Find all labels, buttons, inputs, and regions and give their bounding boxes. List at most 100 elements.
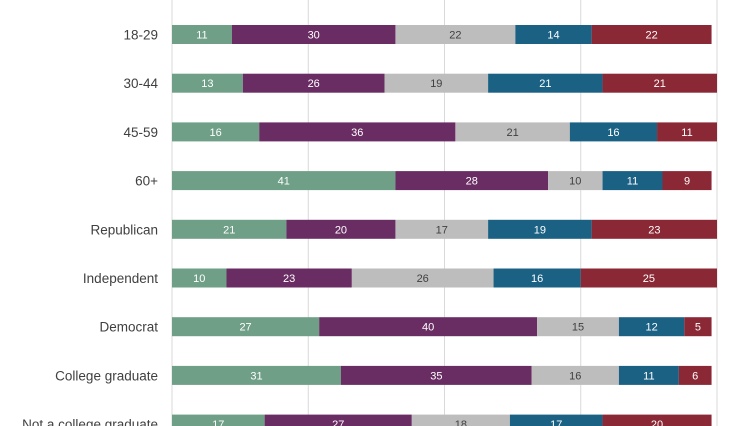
category-label: 18-29: [123, 28, 158, 43]
data-label: 16: [209, 127, 221, 139]
data-label: 11: [627, 176, 638, 188]
bar-segment: [618, 317, 685, 337]
bar-segment: [537, 317, 619, 337]
bar-segment: [591, 219, 717, 239]
bar-segment: [515, 25, 592, 44]
bar-segment: [602, 171, 663, 191]
bar-segment: [580, 268, 717, 288]
data-label: 18: [455, 419, 467, 426]
data-label: 25: [643, 273, 655, 285]
bar-segment: [172, 268, 227, 288]
bar-segment: [172, 122, 260, 142]
data-label: 17: [212, 419, 224, 426]
data-label: 21: [654, 78, 666, 90]
bar-segment: [259, 122, 456, 142]
bar-segment: [548, 171, 603, 191]
bar-segment: [569, 122, 658, 142]
category-label: 30-44: [123, 76, 158, 91]
bar-segment: [488, 73, 603, 93]
data-label: 17: [436, 224, 448, 236]
category-labels: 18-29 30-44 45-59 60+ Republican Independent D…: [22, 28, 158, 426]
category-label: Not a college graduate: [22, 417, 158, 426]
data-label: 30: [308, 30, 320, 42]
data-label: 28: [466, 176, 478, 188]
data-label: 10: [193, 273, 205, 285]
data-label: 20: [335, 224, 347, 236]
category-label: Democrat: [99, 320, 158, 335]
category-label: Republican: [90, 222, 158, 237]
data-label: 21: [507, 127, 519, 139]
data-label: 23: [283, 273, 295, 285]
data-label: 17: [550, 419, 562, 426]
data-label: 26: [417, 273, 429, 285]
data-label: 15: [572, 322, 584, 334]
bar-segment: [531, 365, 619, 385]
data-label: 11: [681, 127, 692, 139]
data-label: 16: [569, 370, 581, 382]
gridlines: [171, 0, 718, 426]
bar-segment: [488, 219, 592, 239]
data-label: 16: [607, 127, 619, 139]
bar-segment: [455, 122, 570, 142]
bar-segment: [172, 365, 341, 385]
bar-segment: [395, 25, 516, 44]
bar-segment: [242, 73, 385, 93]
bar-segment: [226, 268, 352, 288]
data-label: 11: [196, 30, 207, 42]
category-label: College graduate: [55, 368, 158, 383]
data-label: 14: [547, 30, 559, 42]
data-label: 19: [534, 224, 546, 236]
bar-segment: [319, 317, 538, 337]
bar-segment: [172, 219, 287, 239]
data-label: 41: [278, 176, 290, 188]
bar-segment: [602, 414, 712, 426]
data-label: 35: [430, 370, 442, 382]
data-label: 27: [332, 419, 344, 426]
data-label: 20: [651, 419, 663, 426]
data-label: 23: [648, 224, 660, 236]
bar-segment: [395, 219, 489, 239]
bar-segment: [172, 73, 243, 93]
bar-segment: [662, 171, 712, 191]
bar-segment: [172, 317, 320, 337]
bar-segment: [411, 414, 510, 426]
bar-segment: [351, 268, 494, 288]
data-label: 27: [239, 322, 251, 334]
bar-segment: [286, 219, 396, 239]
data-label: 16: [531, 273, 543, 285]
data-label: 22: [645, 30, 657, 42]
bar-segment: [618, 365, 679, 385]
data-label: 40: [422, 322, 434, 334]
bar-segment: [340, 365, 532, 385]
data-label: 12: [645, 322, 657, 334]
bar-segment: [172, 171, 396, 191]
bar-segment: [493, 268, 581, 288]
bar-segment: [384, 73, 489, 93]
data-label: 22: [449, 30, 461, 42]
bar-segment: [509, 414, 603, 426]
bar-segment: [657, 122, 717, 142]
category-label: Independent: [83, 271, 158, 286]
bar-segment: [684, 317, 712, 337]
data-label: 36: [351, 127, 363, 139]
bar-segment: [591, 25, 712, 44]
bar-segment: [678, 365, 712, 385]
data-label: 26: [308, 78, 320, 90]
data-label: 19: [430, 78, 442, 90]
bar-segment: [264, 414, 412, 426]
data-label: 13: [201, 78, 213, 90]
data-label: 9: [684, 176, 690, 188]
bars: 11 30 22 14 22 13 26 19 21 21 16 36 21 16 11 41 28 10 11 9 2…: [172, 25, 717, 426]
bar-segment: [172, 25, 232, 44]
data-label: 5: [695, 322, 701, 334]
data-label: 21: [223, 224, 235, 236]
bar-segment: [231, 25, 396, 44]
data-label: 31: [250, 370, 262, 382]
bar-segment: [395, 171, 549, 191]
data-label: 21: [539, 78, 551, 90]
bar-segment: [172, 414, 265, 426]
data-label: 6: [692, 370, 698, 382]
category-label: 60+: [135, 174, 158, 189]
data-label: 10: [569, 176, 581, 188]
